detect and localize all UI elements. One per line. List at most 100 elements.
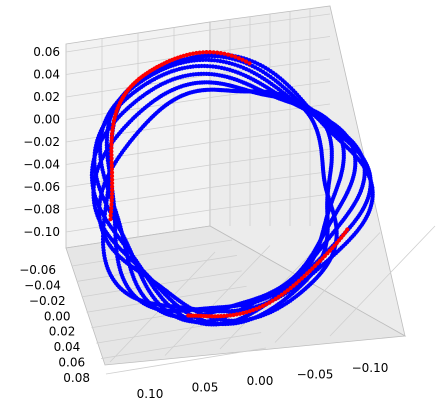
red-point: [111, 118, 117, 123]
red-point: [236, 56, 241, 61]
blue-point: [207, 53, 212, 59]
red-point: [109, 160, 114, 165]
blue-point: [368, 186, 373, 191]
red-point: [109, 135, 114, 140]
red-point: [285, 288, 290, 293]
red-point: [194, 50, 199, 56]
red-point: [108, 209, 114, 214]
red-point: [110, 125, 115, 130]
red-point: [279, 292, 284, 297]
red-point: [108, 217, 113, 222]
x-tick-label: 0.05: [192, 381, 219, 395]
red-point: [109, 202, 114, 207]
tick-labels: 0.060.040.020.00−0.02−0.04−0.06−0.08−0.1…: [19, 45, 388, 401]
red-point: [186, 313, 191, 318]
red-point: [273, 296, 278, 301]
z-tick-label: −0.10: [23, 225, 60, 239]
red-point: [231, 312, 236, 318]
y-tick-label: 0.00: [44, 309, 71, 323]
red-point: [218, 314, 224, 319]
red-point: [212, 314, 218, 319]
red-point: [109, 145, 114, 151]
red-point: [254, 306, 259, 311]
y-gridline: [101, 332, 262, 359]
red-point: [109, 156, 114, 161]
red-point: [109, 170, 115, 175]
red-point: [247, 309, 252, 314]
red-point: [234, 312, 239, 317]
z-tick-label: −0.02: [23, 135, 60, 149]
x-gridline: [274, 232, 381, 343]
y-tick-label: 0.04: [54, 340, 81, 354]
red-point: [222, 51, 227, 56]
red-point: [109, 152, 114, 158]
red-point: [247, 61, 252, 66]
red-point: [197, 50, 202, 55]
red-point: [294, 281, 299, 286]
red-point: [201, 50, 206, 55]
floor-pane: [65, 225, 407, 366]
z-tick-label: 0.06: [33, 45, 60, 59]
z-tick-label: 0.02: [33, 90, 60, 104]
red-point: [109, 206, 114, 211]
red-point: [229, 53, 234, 58]
red-point: [225, 313, 230, 318]
red-point: [109, 198, 114, 203]
y-tick-label: −0.04: [24, 278, 61, 292]
red-point: [110, 181, 115, 186]
red-point: [270, 298, 275, 303]
z-tick-label: 0.00: [33, 113, 60, 127]
z-tick-label: −0.08: [23, 203, 60, 217]
x-gridline: [164, 245, 271, 356]
red-point: [211, 50, 216, 55]
red-point: [218, 51, 223, 56]
red-point: [257, 305, 262, 310]
y-gridline: [86, 285, 247, 313]
red-point: [191, 51, 196, 56]
y-tick-label: 0.08: [63, 371, 90, 385]
red-point: [207, 50, 213, 55]
red-point: [109, 195, 114, 200]
red-point: [240, 57, 245, 62]
red-point: [233, 54, 238, 59]
red-point: [312, 263, 318, 268]
red-point: [109, 174, 115, 179]
z-tick-label: −0.04: [23, 158, 60, 172]
red-point: [111, 121, 116, 127]
red-point: [204, 50, 209, 55]
blue-point: [326, 194, 331, 200]
z-tick-label: 0.04: [33, 68, 60, 82]
y-tick-label: 0.02: [49, 325, 76, 339]
x-tick-label: 0.00: [247, 374, 274, 388]
y-tick-label: −0.06: [19, 263, 56, 277]
y-gridline: [76, 255, 237, 282]
red-point: [110, 184, 115, 189]
y-gridline: [105, 347, 267, 375]
red-point: [109, 163, 114, 168]
red-point: [109, 142, 114, 147]
x-gridline: [329, 225, 436, 337]
blue-point: [199, 63, 204, 69]
red-point: [282, 290, 287, 295]
red-point: [110, 128, 115, 133]
x-tick-label: −0.10: [352, 361, 389, 375]
red-point: [302, 273, 307, 278]
data-points: [89, 50, 375, 327]
red-point: [299, 276, 304, 281]
red-point: [109, 138, 114, 144]
red-point: [221, 313, 227, 319]
red-point: [267, 300, 272, 305]
red-point: [260, 303, 266, 308]
blue-point: [358, 188, 364, 193]
red-point: [109, 191, 115, 196]
red-point: [297, 278, 302, 283]
red-point: [264, 302, 269, 307]
blue-point: [332, 191, 337, 196]
red-point: [187, 52, 192, 57]
red-point: [110, 188, 115, 193]
x-tick-label: 0.10: [137, 387, 164, 401]
red-point: [243, 59, 249, 64]
red-point: [251, 307, 256, 313]
red-point: [228, 313, 233, 318]
